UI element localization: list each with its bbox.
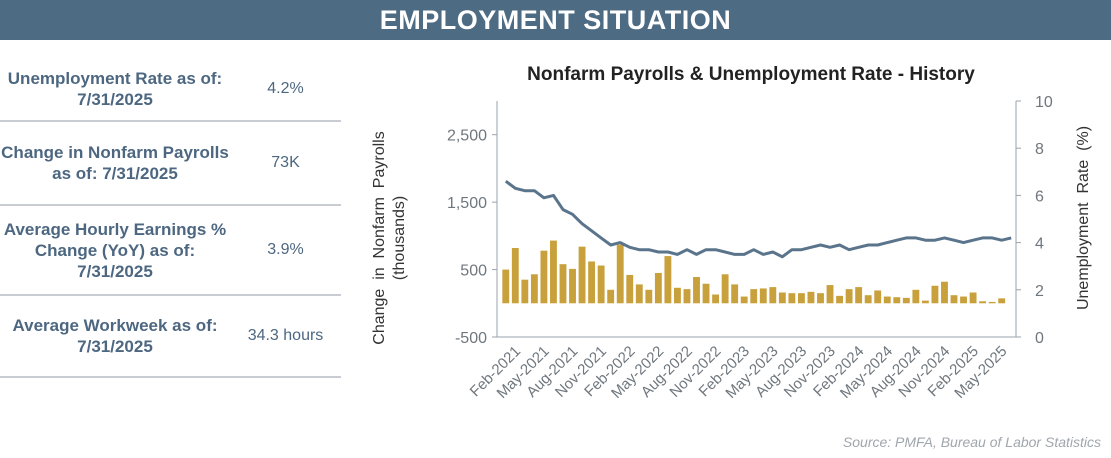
payroll-bar: [588, 261, 596, 304]
payroll-bar: [807, 291, 815, 304]
payroll-bar: [788, 293, 796, 304]
payroll-bar: [836, 295, 843, 304]
payroll-bar: [683, 289, 691, 304]
payroll-bar: [530, 274, 538, 304]
payroll-bar: [826, 285, 834, 304]
payroll-bar: [931, 285, 939, 304]
payroll-bar: [817, 293, 824, 304]
stat-row-workweek: Average Workweek as of: 7/31/2025 34.3 h…: [0, 296, 341, 378]
stat-value: 3.9%: [267, 241, 304, 258]
payroll-bar: [597, 265, 605, 304]
y-tick-label-right: 8: [1035, 141, 1044, 158]
payroll-bar: [654, 272, 662, 304]
y-tick-label-right: 2: [1035, 283, 1044, 300]
payroll-bar: [540, 250, 548, 304]
payroll-bar: [988, 301, 996, 304]
y-tick-label-right: 0: [1035, 330, 1044, 347]
payroll-bar: [950, 295, 958, 304]
stat-row-unemployment: Unemployment Rate as of: 7/31/2025 4.2%: [0, 58, 341, 122]
payroll-bar: [635, 284, 643, 304]
y-tick-label-left: 2,500: [447, 128, 487, 145]
payroll-bar: [845, 289, 853, 304]
unemployment-rate-line: [504, 179, 1012, 259]
payroll-bar: [674, 287, 681, 304]
source-note: Source: PMFA, Bureau of Labor Statistics: [842, 434, 1101, 450]
payroll-bar: [569, 268, 576, 304]
payroll-bar: [864, 295, 872, 304]
payroll-bar: [893, 297, 901, 304]
payroll-bar: [979, 301, 987, 304]
payroll-bar: [998, 298, 1006, 304]
payroll-bar: [960, 296, 967, 304]
stat-label: Change in Nonfarm Payrolls as of: 7/31/2…: [1, 143, 229, 183]
stat-label: Average Hourly Earnings % Change (YoY) a…: [3, 219, 227, 281]
payroll-bar: [969, 292, 977, 304]
y-tick-label-right: 10: [1035, 94, 1053, 111]
payroll-bar: [521, 279, 529, 304]
payroll-bar: [921, 300, 929, 304]
payroll-bar: [511, 247, 519, 304]
y-axis-title-left: Change in Nonfarm Payrolls (thousands): [371, 131, 408, 344]
payroll-bar: [578, 246, 586, 304]
y-tick-label-left: -500: [455, 330, 487, 347]
y-axis-title-right: Unemployment Rate (%): [1075, 126, 1092, 310]
payroll-bar: [750, 289, 758, 304]
page-title: EMPLOYMENT SITUATION: [379, 4, 732, 35]
payroll-bar: [769, 287, 777, 304]
payroll-bar: [502, 269, 510, 304]
payroll-bar: [550, 240, 557, 304]
y-tick-label-right: 6: [1035, 188, 1044, 205]
payroll-bar: [941, 281, 948, 304]
stat-value: 34.3 hours: [247, 327, 324, 344]
payroll-bar: [702, 283, 710, 304]
payroll-bar: [712, 294, 720, 304]
chart-title: Nonfarm Payrolls & Unemployment Rate - H…: [527, 64, 975, 85]
payroll-bar: [883, 296, 891, 304]
stat-value: 4.2%: [267, 80, 304, 97]
payroll-bar: [664, 256, 672, 304]
stat-label: Unemployment Rate as of: 7/31/2025: [7, 69, 223, 109]
payroll-bar: [645, 289, 653, 304]
payroll-bar: [759, 288, 767, 304]
payroll-bar: [731, 284, 739, 304]
stat-value: 73K: [271, 154, 300, 171]
payroll-bar: [874, 290, 882, 304]
payroll-bar: [626, 274, 634, 304]
y-tick-label-right: 4: [1035, 236, 1044, 253]
payroll-bar: [559, 264, 567, 304]
stat-row-earnings: Average Hourly Earnings % Change (YoY) a…: [0, 206, 341, 296]
payroll-bar: [616, 244, 624, 304]
payroll-bar: [797, 293, 805, 304]
y-tick-label-left: 1,500: [447, 195, 487, 212]
payroll-bar: [778, 292, 786, 304]
payroll-bar: [740, 296, 748, 304]
payroll-bar: [855, 287, 863, 304]
stat-label: Average Workweek as of: 7/31/2025: [12, 316, 218, 356]
payroll-bar: [721, 274, 729, 304]
payroll-bar: [912, 289, 920, 304]
payroll-bar: [693, 276, 700, 304]
payroll-bar: [902, 297, 910, 304]
page-title-banner: EMPLOYMENT SITUATION: [0, 0, 1111, 40]
payroll-bar: [607, 289, 615, 304]
stat-row-payrolls: Change in Nonfarm Payrolls as of: 7/31/2…: [0, 122, 341, 206]
y-tick-label-left: 500: [460, 263, 487, 280]
